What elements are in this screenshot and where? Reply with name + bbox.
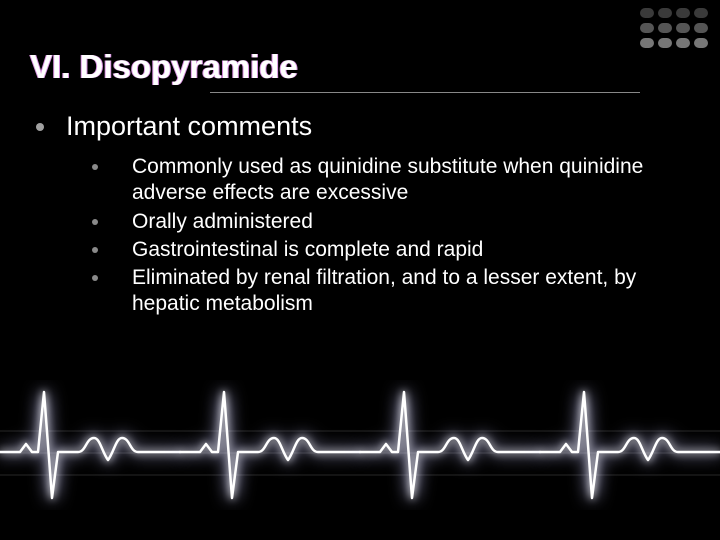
bullet-icon	[36, 123, 44, 131]
bullet-icon	[92, 247, 98, 253]
bullet-icon	[92, 219, 98, 225]
list-item-text: Orally administered	[132, 209, 313, 235]
list-item-text: Gastrointestinal is complete and rapid	[132, 237, 483, 263]
slide-title: VI. Disopyramide	[30, 48, 690, 86]
bullet-list: Commonly used as quinidine substitute wh…	[92, 154, 690, 318]
slide-subtitle: Important comments	[66, 111, 312, 142]
list-item: Orally administered	[92, 209, 690, 235]
list-item: Eliminated by renal filtration, and to a…	[92, 265, 690, 318]
bullet-icon	[92, 164, 98, 170]
list-item: Gastrointestinal is complete and rapid	[92, 237, 690, 263]
ecg-graphic	[0, 380, 720, 510]
list-item-text: Eliminated by renal filtration, and to a…	[132, 265, 690, 318]
list-item: Commonly used as quinidine substitute wh…	[92, 154, 690, 207]
bullet-icon	[92, 275, 98, 281]
title-underline	[210, 92, 640, 93]
subtitle-row: Important comments	[36, 111, 690, 142]
slide: VI. Disopyramide Important comments Comm…	[0, 0, 720, 540]
list-item-text: Commonly used as quinidine substitute wh…	[132, 154, 690, 207]
ecg-waveform-icon	[0, 380, 720, 510]
